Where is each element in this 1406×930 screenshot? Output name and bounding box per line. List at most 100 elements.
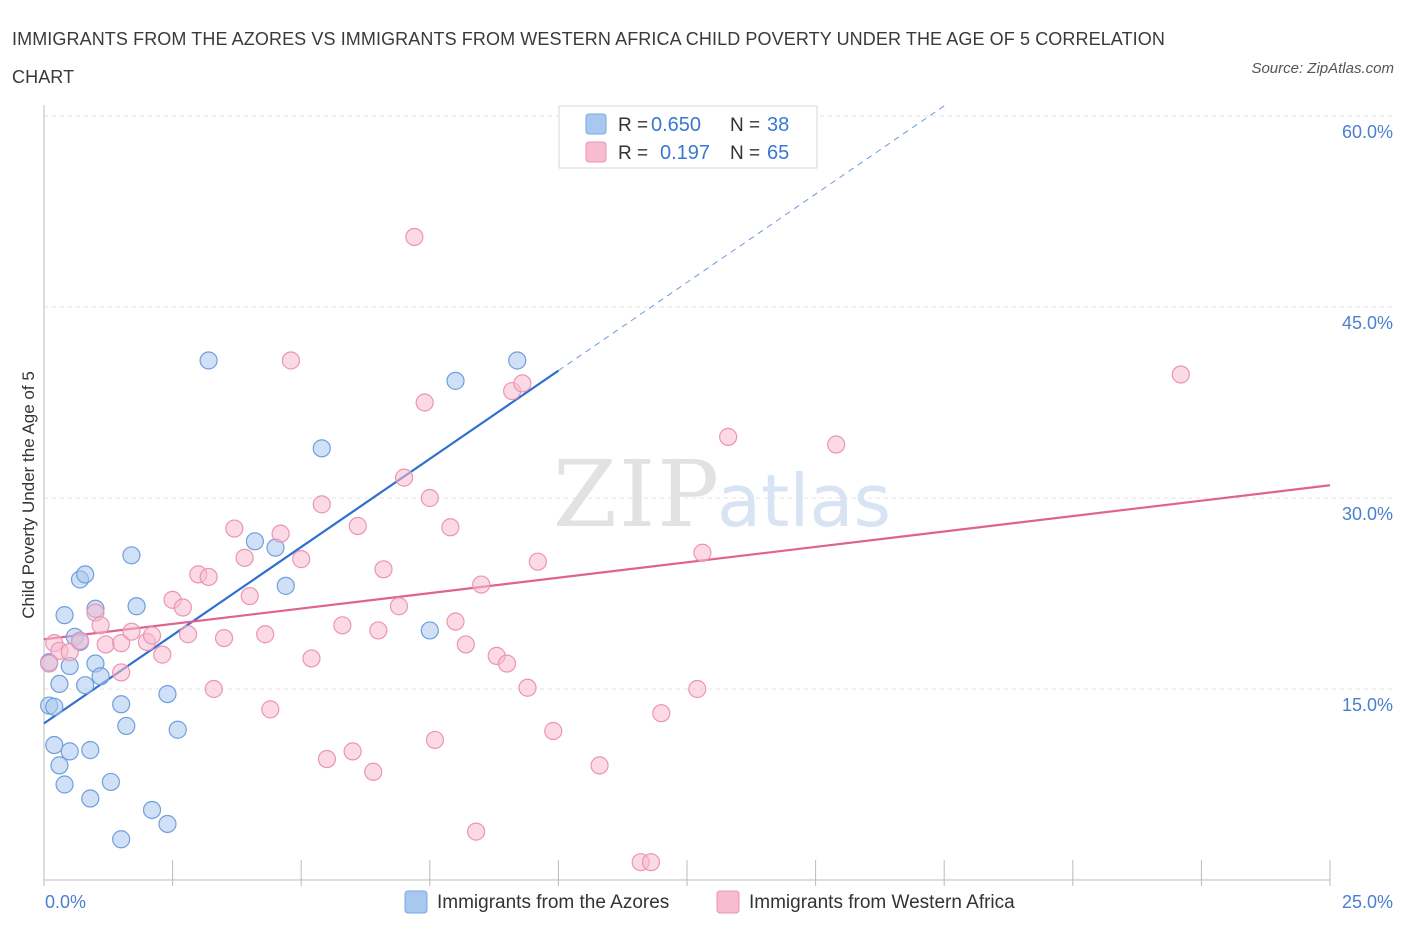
trend-line-azores-extension [558, 105, 945, 372]
point-western-africa [1171, 365, 1190, 384]
chart-title: IMMIGRANTS FROM THE AZORES VS IMMIGRANTS… [12, 29, 1165, 87]
point-western-africa [641, 853, 661, 872]
point-western-africa [256, 625, 275, 644]
source-label: Source: ZipAtlas.com [1251, 60, 1394, 77]
legend-swatch-azores [585, 113, 607, 135]
x-tick-label: 25.0% [1342, 892, 1393, 912]
point-azores [199, 351, 218, 370]
point-western-africa [142, 626, 162, 645]
point-western-africa [225, 519, 244, 538]
point-western-africa [374, 560, 393, 579]
series-legend: Immigrants from the Azores Immigrants fr… [404, 890, 1015, 914]
point-western-africa [497, 654, 517, 673]
point-western-africa [40, 654, 59, 673]
point-azores [142, 800, 162, 820]
point-western-africa [652, 704, 671, 723]
point-azores [101, 772, 120, 792]
point-azores [45, 735, 64, 755]
point-western-africa [446, 612, 465, 631]
point-western-africa [693, 543, 712, 562]
legend-n-value-azores: 38 [767, 114, 789, 136]
point-western-africa [281, 351, 301, 370]
point-azores [81, 789, 100, 808]
point-azores [127, 597, 146, 616]
point-western-africa [420, 488, 439, 508]
point-western-africa [425, 730, 445, 750]
point-azores [112, 830, 131, 849]
point-azores [55, 775, 74, 794]
watermark-zip: ZIP [553, 441, 721, 548]
point-western-africa [719, 427, 738, 446]
point-azores [312, 439, 331, 458]
point-azores [60, 742, 79, 761]
point-western-africa [333, 616, 352, 635]
point-western-africa [405, 227, 424, 247]
point-western-africa [112, 663, 131, 682]
point-western-africa [204, 679, 223, 699]
point-western-africa [456, 635, 475, 654]
point-azores [91, 667, 110, 686]
series-legend-swatch-western-africa [716, 890, 740, 914]
trend-line-azores [43, 369, 560, 725]
point-western-africa [153, 645, 172, 664]
y-tick-labels: 15.0% 30.0% 45.0% 60.0% [1342, 122, 1393, 715]
point-azores [122, 546, 141, 565]
point-western-africa [544, 721, 563, 741]
legend-r-label-azores: R = [618, 115, 648, 136]
point-western-africa [389, 597, 409, 616]
point-western-africa [415, 393, 434, 412]
point-western-africa [302, 649, 321, 668]
point-western-africa [235, 548, 254, 567]
point-azores [81, 741, 100, 760]
point-western-africa [472, 575, 491, 594]
point-western-africa [528, 552, 547, 571]
point-azores [50, 756, 69, 775]
point-azores [245, 532, 265, 551]
legend-r-value-azores: 0.650 [651, 114, 701, 136]
point-western-africa [348, 516, 367, 536]
point-western-africa [199, 567, 218, 587]
point-western-africa [317, 749, 337, 769]
point-western-africa [60, 642, 79, 662]
point-azores [76, 676, 95, 695]
point-western-africa [122, 622, 141, 641]
y-axis-label: Child Poverty Under the Age of 5 [19, 371, 38, 619]
point-azores [158, 814, 177, 834]
point-azores [45, 697, 64, 716]
x-tick-label: 0.0% [45, 892, 86, 912]
legend-swatch-western-africa [585, 141, 607, 163]
y-tick-label: 30.0% [1342, 504, 1393, 524]
trend-lines [43, 105, 1331, 725]
legend-n-value-western-africa: 65 [767, 142, 789, 164]
x-tick-labels: 0.0% 25.0% [45, 892, 1393, 912]
y-tick-label: 15.0% [1342, 695, 1393, 715]
point-western-africa [91, 616, 110, 635]
point-azores [55, 606, 74, 625]
watermark: ZIP atlas [553, 441, 891, 548]
point-western-africa [312, 495, 331, 514]
point-western-africa [827, 435, 846, 454]
point-western-africa [513, 374, 532, 393]
point-western-africa [518, 678, 537, 697]
point-western-africa [214, 628, 234, 648]
point-azores [112, 695, 131, 714]
trend-line-western-africa [43, 484, 1331, 641]
correlation-legend: R = 0.650 N = 38 R = 0.197 N = 65 [558, 105, 818, 169]
point-western-africa [590, 756, 609, 775]
legend-n-label-azores: N = [730, 115, 760, 136]
point-western-africa [394, 468, 414, 487]
point-azores [446, 371, 465, 390]
series-legend-label-azores: Immigrants from the Azores [437, 892, 669, 913]
y-tick-label: 45.0% [1342, 313, 1393, 333]
legend-n-label-western-africa: N = [730, 143, 760, 164]
point-western-africa [240, 586, 259, 606]
point-western-africa [261, 700, 280, 719]
y-tick-label: 60.0% [1342, 122, 1393, 142]
point-western-africa [292, 550, 311, 569]
watermark-atlas: atlas [717, 459, 891, 543]
point-western-africa [70, 631, 90, 650]
point-azores [158, 684, 177, 704]
point-western-africa [688, 679, 707, 699]
point-azores [117, 716, 136, 736]
point-azores [420, 621, 439, 640]
